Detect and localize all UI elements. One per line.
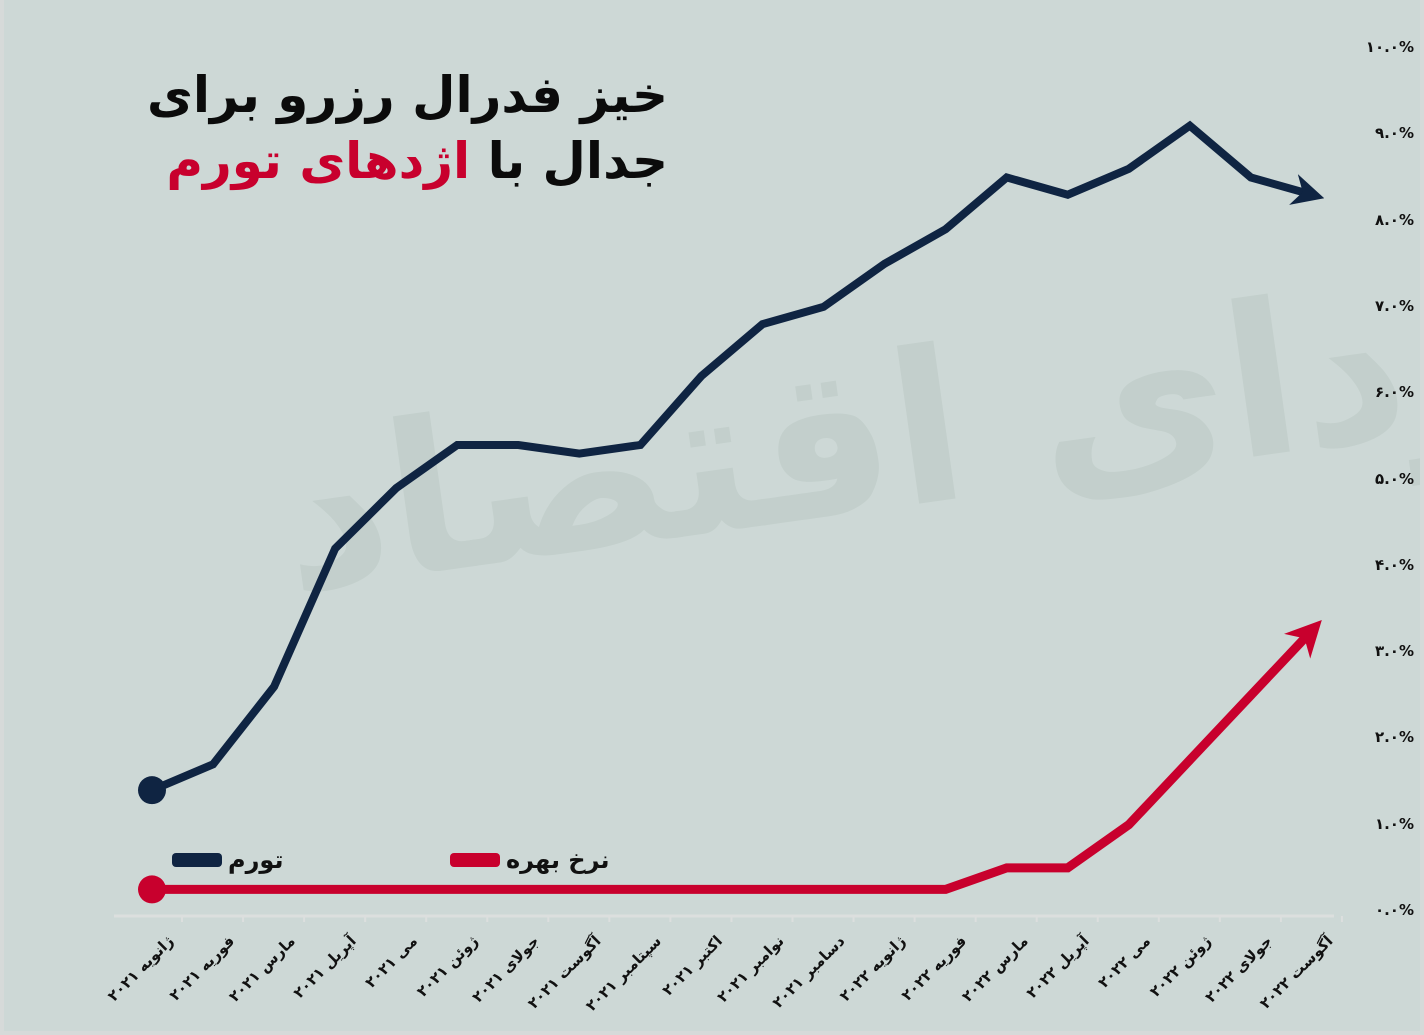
x-axis-ticks [181,916,1343,922]
legend-item-interest-rate: نرخ بهره [450,846,610,874]
title-line-2-accent: اژدهای تورم [166,132,471,190]
plot-area [114,120,1343,922]
title-line-2-prefix: جدال با [487,132,668,190]
chart-title: خیز فدرال رزرو برای جدال با اژدهای تورم [147,62,668,194]
y-tick-label: ۶.۰% [1374,383,1414,402]
y-tick-label: ۵.۰% [1374,469,1414,488]
chart-canvas: فردای اقتصاد خیز فدرال رزرو برای جدال با… [4,0,1420,1031]
interest-start-dot [138,875,166,904]
y-tick-label: ۳.۰% [1374,642,1414,661]
y-tick-label: ۹.۰% [1374,124,1414,143]
y-tick-label: ۸.۰% [1374,210,1414,229]
interest-rate-line [152,620,1322,894]
legend-item-inflation: تورم [172,846,283,874]
y-tick-label: ۴.۰% [1374,555,1414,574]
title-line-1: خیز فدرال رزرو برای [147,66,668,124]
legend-label-inflation: تورم [228,846,284,874]
y-tick-label: ۰.۰% [1374,901,1414,919]
y-tick-label: ۱.۰% [1374,814,1414,833]
legend-label-interest-rate: نرخ بهره [506,846,610,874]
inflation-start-dot [138,776,166,805]
y-tick-label: ۷.۰% [1374,296,1414,315]
title-line-2: جدال با اژدهای تورم [147,128,668,194]
legend-swatch-interest-rate [450,853,500,867]
y-tick-label: ۲.۰% [1374,728,1414,747]
legend-swatch-inflation [172,853,222,867]
y-tick-label: ۱۰.۰% [1365,38,1414,56]
inflation-line [150,120,1325,794]
